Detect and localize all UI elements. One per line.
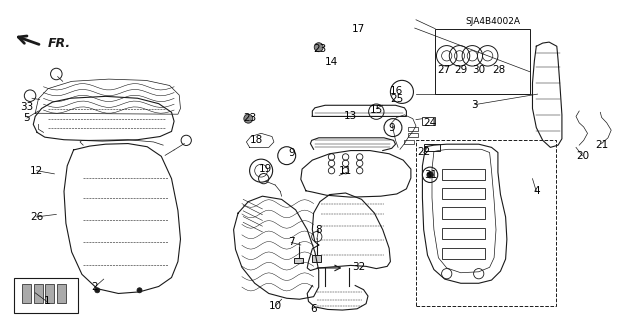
Text: 6: 6 bbox=[310, 304, 317, 315]
Text: 31: 31 bbox=[424, 170, 437, 180]
Circle shape bbox=[95, 288, 100, 293]
Text: 15: 15 bbox=[370, 105, 383, 115]
Bar bbox=[22, 284, 31, 303]
Text: 24: 24 bbox=[424, 118, 436, 128]
Bar bbox=[442, 228, 485, 239]
Text: 14: 14 bbox=[325, 57, 338, 67]
Text: 16: 16 bbox=[390, 86, 403, 96]
Bar bbox=[435, 29, 530, 94]
Text: 23: 23 bbox=[314, 44, 326, 55]
Text: 22: 22 bbox=[417, 147, 430, 158]
Text: 3: 3 bbox=[472, 100, 478, 110]
Bar bbox=[442, 188, 485, 199]
Bar bbox=[34, 284, 43, 303]
Bar bbox=[294, 258, 303, 263]
Text: 1: 1 bbox=[44, 296, 50, 307]
Text: 18: 18 bbox=[250, 135, 262, 145]
Circle shape bbox=[314, 43, 323, 52]
Bar bbox=[45, 284, 54, 303]
Circle shape bbox=[137, 288, 142, 293]
Bar bbox=[442, 248, 485, 259]
Bar bbox=[14, 278, 78, 313]
Text: 27: 27 bbox=[438, 65, 451, 75]
Text: 13: 13 bbox=[344, 111, 357, 122]
Text: 25: 25 bbox=[390, 94, 403, 104]
Text: 4: 4 bbox=[533, 186, 540, 197]
Text: 20: 20 bbox=[576, 151, 589, 161]
Bar bbox=[422, 117, 435, 125]
Text: 7: 7 bbox=[288, 237, 294, 248]
Text: 30: 30 bbox=[472, 65, 485, 75]
Text: 11: 11 bbox=[339, 166, 352, 176]
Bar bbox=[408, 127, 418, 131]
Text: 29: 29 bbox=[454, 65, 467, 75]
Bar bbox=[404, 140, 414, 144]
Text: 9: 9 bbox=[288, 148, 294, 158]
Bar bbox=[312, 255, 321, 262]
Text: 21: 21 bbox=[595, 140, 608, 150]
Circle shape bbox=[427, 172, 433, 178]
Text: SJA4B4002A: SJA4B4002A bbox=[465, 17, 520, 26]
Text: 9: 9 bbox=[388, 122, 395, 133]
Text: 26: 26 bbox=[30, 212, 43, 222]
Bar bbox=[416, 140, 556, 306]
Bar bbox=[424, 144, 440, 151]
Bar bbox=[442, 169, 485, 180]
Bar bbox=[57, 284, 66, 303]
Bar bbox=[408, 133, 418, 137]
Text: 12: 12 bbox=[30, 166, 43, 176]
Text: 5: 5 bbox=[24, 113, 30, 123]
Circle shape bbox=[244, 114, 253, 123]
Bar bbox=[442, 207, 485, 219]
Text: 32: 32 bbox=[352, 262, 365, 272]
Text: 2: 2 bbox=[92, 282, 98, 292]
Text: 17: 17 bbox=[352, 24, 365, 34]
Text: 28: 28 bbox=[492, 65, 505, 75]
Text: 10: 10 bbox=[269, 301, 282, 311]
Text: 8: 8 bbox=[316, 225, 322, 235]
Text: FR.: FR. bbox=[48, 37, 71, 49]
Text: 33: 33 bbox=[20, 102, 33, 112]
Text: 23: 23 bbox=[243, 113, 256, 123]
Text: 19: 19 bbox=[259, 164, 272, 174]
